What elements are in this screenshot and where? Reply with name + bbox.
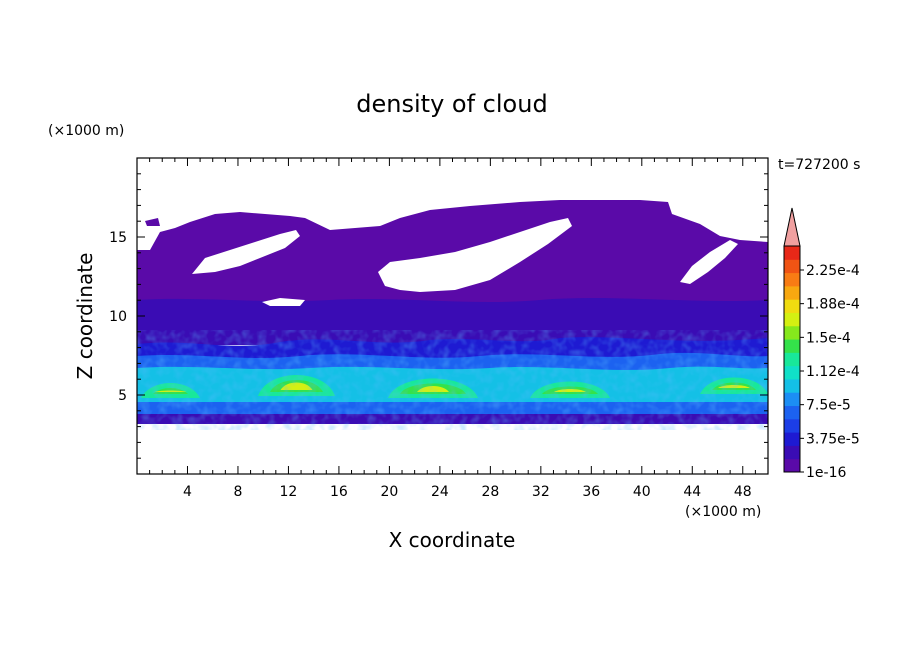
colorbar-frame xyxy=(783,245,801,473)
x-tick-label: 24 xyxy=(431,484,449,500)
isolated-cloud-cell xyxy=(145,218,160,226)
x-tick-label: 28 xyxy=(481,484,499,500)
colorbar-swatch xyxy=(784,445,800,460)
colorbar-label: 3.75e-5 xyxy=(806,431,860,447)
colorbar-swatch xyxy=(784,432,800,446)
colorbar-label: 1.88e-4 xyxy=(806,297,860,313)
x-axis: 4 8 12 16 20 24 28 32 36 40 44 48 xyxy=(149,158,756,500)
colorbar-swatch xyxy=(784,259,800,274)
colorbar-swatch xyxy=(784,378,800,393)
colorbar-swatch xyxy=(784,285,800,300)
x-tick-label: 44 xyxy=(683,484,701,500)
noise-texture xyxy=(137,330,768,430)
colorbar-label: 1e-16 xyxy=(806,465,846,481)
x-tick-label: 8 xyxy=(233,484,242,500)
clear-gap xyxy=(378,218,572,292)
colorbar-swatch xyxy=(784,365,800,380)
colorbar-swatch xyxy=(784,246,800,260)
colorbar-swatch xyxy=(784,405,800,420)
colorbar-swatch xyxy=(784,325,800,340)
clear-gap xyxy=(262,298,305,306)
x-axis-label: X coordinate xyxy=(389,528,516,552)
chart-title: density of cloud xyxy=(356,90,547,118)
y-tick-label: 15 xyxy=(109,230,127,246)
colorbar: 2.25e-4 1.88e-4 1.5e-4 1.12e-4 7.5e-5 3.75e-5… xyxy=(783,207,860,481)
y-tick-label: 5 xyxy=(118,388,127,404)
colorbar-swatch xyxy=(784,299,800,313)
clear-gap xyxy=(192,230,300,274)
colorbar-label: 7.5e-5 xyxy=(806,398,851,414)
x-tick-label: 16 xyxy=(330,484,348,500)
y-tick-label: 10 xyxy=(109,309,127,325)
colorbar-swatch xyxy=(784,312,800,327)
colorbar-swatch xyxy=(784,392,800,407)
colorbar-label: 1.12e-4 xyxy=(806,364,860,380)
time-label: t=727200 s xyxy=(778,157,860,173)
x-unit-label: (×1000 m) xyxy=(685,504,761,520)
x-tick-label: 12 xyxy=(280,484,298,500)
colorbar-extend-arrow xyxy=(783,207,801,247)
colorbar-swatch xyxy=(784,418,800,433)
x-tick-label: 20 xyxy=(380,484,398,500)
colorbar-label: 2.25e-4 xyxy=(806,263,860,279)
x-tick-label: 40 xyxy=(633,484,651,500)
colorbar-label: 1.5e-4 xyxy=(806,330,851,346)
x-tick-label: 36 xyxy=(582,484,600,500)
clear-gap xyxy=(680,240,738,284)
colorbar-swatch xyxy=(784,272,800,287)
colorbar-swatch xyxy=(784,458,800,473)
y-axis-label: Z coordinate xyxy=(73,253,97,380)
y-unit-label: (×1000 m) xyxy=(48,123,124,139)
plot-area xyxy=(137,158,768,474)
x-tick-label: 4 xyxy=(183,484,192,500)
x-tick-label: 48 xyxy=(734,484,752,500)
y-axis: 5 10 15 xyxy=(109,173,768,459)
x-tick-label: 32 xyxy=(532,484,550,500)
colorbar-swatch xyxy=(784,339,800,353)
colorbar-swatch xyxy=(784,352,800,367)
